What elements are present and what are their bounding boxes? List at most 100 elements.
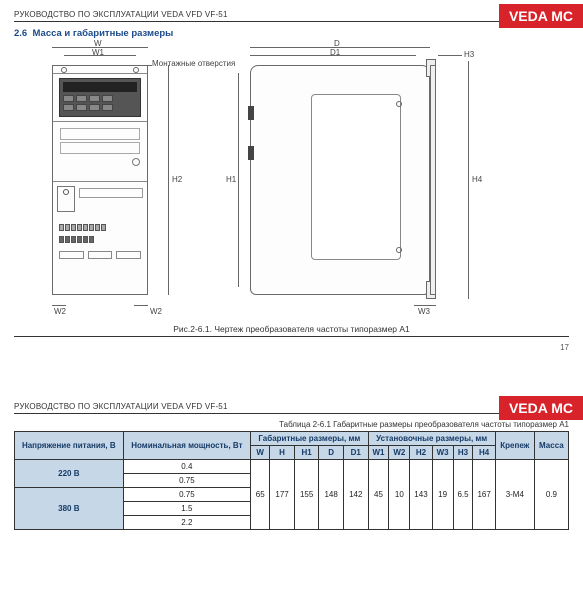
td-val: 3-M4 [495, 460, 534, 530]
mount-hole-icon [61, 67, 67, 73]
td-val: 6.5 [453, 460, 473, 530]
front-top-tabs [53, 66, 147, 74]
front-view [52, 65, 148, 295]
dim-line-h3 [438, 55, 462, 56]
td-val: 0.9 [534, 460, 568, 530]
td-voltage-380: 380 В [15, 488, 124, 530]
terminal [77, 236, 82, 243]
dim-label-d: D [334, 39, 340, 48]
th-power: Номинальная мощность, Вт [123, 432, 251, 460]
table-body: 220 В 0.4 65 177 155 148 142 45 10 143 1… [15, 460, 569, 530]
terminal [59, 236, 64, 243]
dim-line-w2-right [134, 305, 148, 306]
keypad-button [89, 95, 100, 102]
section-heading: Масса и габаритные размеры [33, 28, 174, 39]
rear-plate [430, 65, 436, 295]
dim-label-h1: H1 [226, 175, 236, 184]
breaker-dot [63, 189, 69, 195]
td-val: 148 [319, 460, 344, 530]
dim-label-w2-right: W2 [150, 307, 162, 316]
doc-title: РУКОВОДСТВО ПО ЭКСПЛУАТАЦИИ VEDA VFD VF-… [14, 10, 228, 19]
table-row: 220 В 0.4 65 177 155 148 142 45 10 143 1… [15, 460, 569, 474]
td-val: 177 [270, 460, 295, 530]
footer-rule [14, 336, 569, 337]
td-power: 0.75 [123, 474, 251, 488]
th-col: W2 [389, 446, 410, 460]
panel-slot [60, 142, 140, 154]
side-latch-icon [248, 146, 254, 160]
dim-label-h2: H2 [172, 175, 182, 184]
page-gap [0, 362, 583, 392]
td-val: 167 [473, 460, 495, 530]
side-view [250, 65, 430, 295]
io-terminals [59, 224, 106, 231]
th-col: H1 [294, 446, 319, 460]
dim-line-h1 [238, 73, 239, 287]
th-col: W3 [432, 446, 453, 460]
terminal [65, 236, 70, 243]
power-terminals [59, 236, 94, 243]
dim-label-w1: W1 [92, 48, 104, 57]
terminal [89, 224, 94, 231]
td-power: 2.2 [123, 516, 251, 530]
panel-circle-icon [132, 158, 140, 166]
terminal [71, 224, 76, 231]
th-col: H4 [473, 446, 495, 460]
keypad-button [63, 104, 74, 111]
table-head: Напряжение питания, В Номинальная мощнос… [15, 432, 569, 460]
dim-label-h3: H3 [464, 50, 474, 59]
dim-line-w3 [414, 305, 436, 306]
brand-badge: VEDA MC [499, 4, 583, 28]
section-title: 2.6 Масса и габаритные размеры [14, 28, 569, 39]
terminal [77, 224, 82, 231]
dim-label-w2-left: W2 [54, 307, 66, 316]
terminal [59, 224, 64, 231]
th-mounting: Установочные размеры, мм [368, 432, 495, 446]
front-lower-panel [53, 181, 147, 259]
technical-drawing: W W1 Монтажные отверстия [20, 45, 563, 320]
table-row: Напряжение питания, В Номинальная мощнос… [15, 432, 569, 446]
th-col: D [319, 446, 344, 460]
terminal [83, 224, 88, 231]
terminal [71, 236, 76, 243]
dim-label-d1: D1 [330, 48, 340, 57]
td-val: 45 [368, 460, 389, 530]
dim-line-h4 [468, 61, 469, 299]
keypad-row [63, 95, 137, 102]
vent [59, 251, 84, 259]
terminal [65, 224, 70, 231]
page-1: РУКОВОДСТВО ПО ЭКСПЛУАТАЦИИ VEDA VFD VF-… [0, 0, 583, 362]
td-val: 155 [294, 460, 319, 530]
td-power: 0.75 [123, 488, 251, 502]
header-rule-2 [14, 413, 569, 414]
vent [88, 251, 113, 259]
th-col: H [270, 446, 295, 460]
breaker-icon [57, 186, 75, 212]
vent-slots [55, 251, 145, 259]
keypad-button [102, 104, 113, 111]
terminal [95, 224, 100, 231]
callout-mounting: Монтажные отверстия [152, 59, 235, 68]
side-hole-icon [396, 101, 402, 107]
side-inner-panel [311, 94, 401, 260]
th-overall: Габаритные размеры, мм [251, 432, 368, 446]
th-col: W1 [368, 446, 389, 460]
side-latch-icon [248, 106, 254, 120]
header-rule [14, 21, 569, 22]
page-number: 17 [14, 343, 569, 352]
brand-badge: VEDA MC [499, 396, 583, 420]
keypad-button [102, 95, 113, 102]
page2-header: РУКОВОДСТВО ПО ЭКСПЛУАТАЦИИ VEDA VFD VF-… [14, 402, 569, 411]
th-col: W [251, 446, 270, 460]
keypad-button [76, 95, 87, 102]
keypad [59, 78, 141, 117]
td-val: 65 [251, 460, 270, 530]
keypad-button [76, 104, 87, 111]
dim-line-w2-left [52, 305, 66, 306]
keypad-screen [63, 82, 137, 92]
keypad-row [63, 104, 137, 111]
td-val: 10 [389, 460, 410, 530]
td-val: 143 [410, 460, 432, 530]
section-number: 2.6 [14, 28, 27, 39]
dim-label-w3: W3 [418, 307, 430, 316]
